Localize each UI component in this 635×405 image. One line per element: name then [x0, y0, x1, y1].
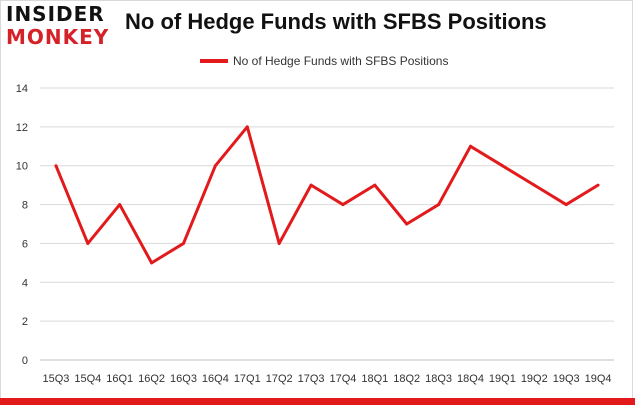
- data-point: [86, 241, 90, 245]
- data-point: [277, 241, 281, 245]
- data-point: [596, 183, 600, 187]
- x-tick-label: 17Q2: [266, 373, 293, 385]
- x-tick-label: 19Q2: [521, 373, 548, 385]
- y-tick-label: 6: [22, 238, 28, 250]
- y-tick-label: 8: [22, 200, 28, 212]
- x-tick-label: 18Q1: [361, 373, 388, 385]
- x-tick-label: 18Q2: [393, 373, 420, 385]
- x-tick-label: 16Q3: [170, 373, 197, 385]
- data-point: [309, 183, 313, 187]
- data-point: [500, 164, 504, 168]
- data-point: [373, 183, 377, 187]
- x-tick-label: 16Q1: [106, 373, 133, 385]
- x-tick-label: 18Q3: [425, 373, 452, 385]
- y-tick-label: 12: [16, 122, 28, 134]
- data-point: [182, 241, 185, 245]
- data-point: [564, 203, 568, 207]
- data-point: [437, 203, 441, 207]
- data-point: [532, 183, 536, 187]
- chart-title: No of Hedge Funds with SFBS Positions: [125, 9, 547, 34]
- data-point: [118, 203, 122, 207]
- x-tick-label: 15Q3: [42, 373, 69, 385]
- chart-legend: No of Hedge Funds with SFBS Positions: [200, 54, 448, 68]
- x-tick-label: 17Q1: [234, 373, 261, 385]
- data-point: [405, 222, 409, 226]
- brand-logo: INSIDER MONKEY: [6, 4, 116, 47]
- y-tick-label: 0: [22, 355, 28, 367]
- x-tick-label: 19Q3: [553, 373, 580, 385]
- legend-label: No of Hedge Funds with SFBS Positions: [233, 54, 449, 68]
- data-point: [341, 203, 345, 207]
- data-point: [245, 125, 249, 129]
- x-tick-label: 17Q3: [298, 373, 325, 385]
- data-point: [213, 164, 217, 168]
- series-line: [54, 125, 599, 265]
- x-tick-label: 16Q2: [138, 373, 165, 385]
- x-tick-label: 19Q4: [585, 373, 612, 385]
- data-point: [469, 144, 472, 148]
- y-tick-label: 14: [16, 83, 28, 95]
- x-tick-label: 19Q1: [489, 373, 516, 385]
- x-tick-label: 18Q4: [457, 373, 484, 385]
- y-tick-label: 2: [22, 316, 28, 328]
- brand-logo-line1: INSIDER: [6, 2, 105, 26]
- legend-swatch: [200, 59, 228, 63]
- x-tick-label: 17Q4: [329, 373, 356, 385]
- bottom-accent-bar: [0, 398, 635, 405]
- x-tick-label: 15Q4: [74, 373, 101, 385]
- y-tick-label: 10: [16, 161, 28, 173]
- data-point: [54, 164, 58, 168]
- x-tick-label: 16Q4: [202, 373, 229, 385]
- y-tick-label: 4: [22, 277, 28, 289]
- brand-logo-line2: MONKEY: [6, 25, 110, 49]
- data-point: [150, 261, 154, 265]
